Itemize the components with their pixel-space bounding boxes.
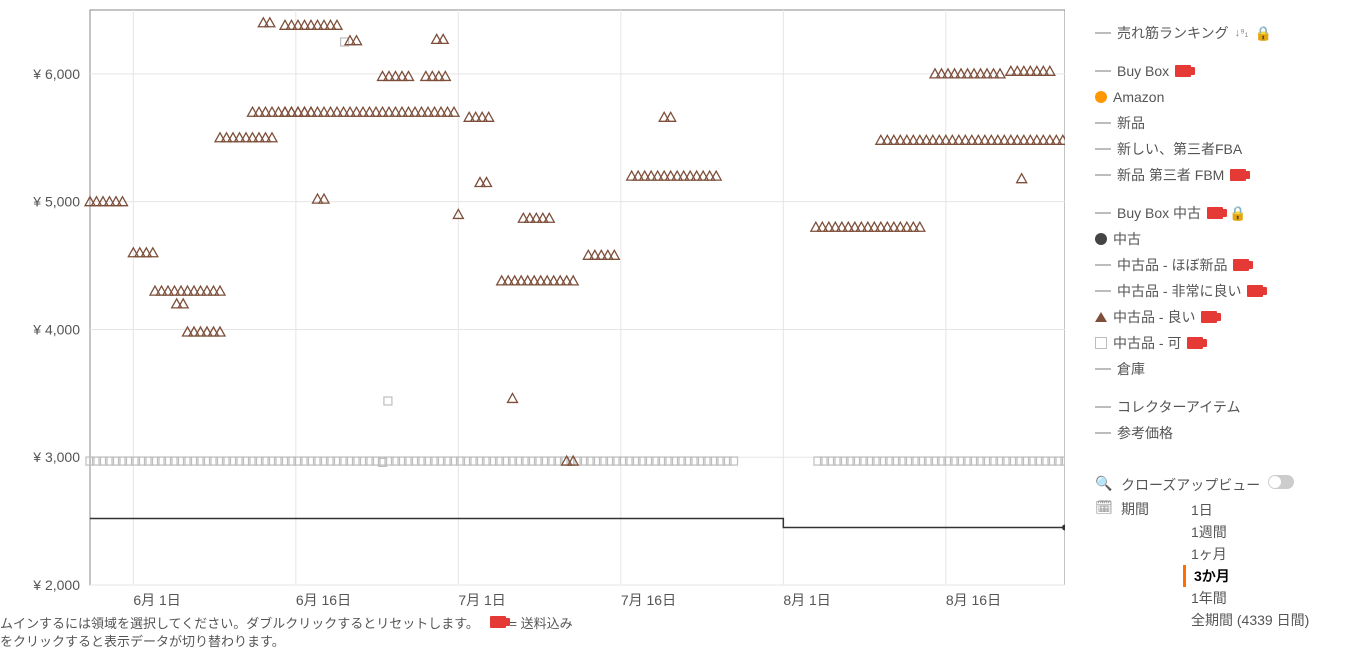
- sort-icon: ↓⁹₁: [1235, 27, 1249, 39]
- legend-item[interactable]: Amazon: [1095, 84, 1345, 110]
- legend-label: 中古品 - ほぼ新品: [1117, 255, 1227, 275]
- legend-label: 倉庫: [1117, 359, 1145, 379]
- legend-label: Buy Box 中古: [1117, 203, 1201, 223]
- legend-item[interactable]: 新品: [1095, 110, 1345, 136]
- legend-swatch: [1095, 91, 1107, 103]
- legend-item[interactable]: 中古品 - 可: [1095, 330, 1345, 356]
- legend-label: 新品 第三者 FBM: [1117, 165, 1224, 185]
- svg-text:6月 1日: 6月 1日: [133, 592, 180, 608]
- legend-swatch: [1095, 368, 1111, 370]
- truck-icon: [1247, 285, 1263, 297]
- closeup-label: クローズアップビュー: [1121, 475, 1260, 495]
- legend-label: 参考価格: [1117, 423, 1173, 443]
- svg-text:6月 16日: 6月 16日: [296, 592, 351, 608]
- svg-text:¥ 6,000: ¥ 6,000: [32, 66, 80, 82]
- legend-item[interactable]: Buy Box 中古 🔒: [1095, 200, 1345, 226]
- legend-swatch: [1095, 432, 1111, 434]
- lock-icon: 🔒: [1229, 205, 1246, 222]
- truck-icon: [1233, 259, 1249, 271]
- legend-label: 売れ筋ランキング: [1117, 23, 1229, 43]
- truck-icon: [1207, 207, 1223, 219]
- legend-swatch: [1095, 212, 1111, 214]
- svg-text:8月 16日: 8月 16日: [946, 592, 1001, 608]
- legend-label: 中古品 - 可: [1113, 333, 1181, 353]
- legend-label: 中古: [1113, 229, 1141, 249]
- legend: 売れ筋ランキング ↓⁹₁ 🔒 Buy Box Amazon 新品新しい、第三者FBA 新品 …: [1095, 20, 1345, 446]
- legend-item[interactable]: 売れ筋ランキング ↓⁹₁ 🔒: [1095, 20, 1345, 46]
- truck-icon: [1230, 169, 1246, 181]
- svg-text:¥ 2,000: ¥ 2,000: [32, 577, 80, 593]
- svg-text:¥ 5,000: ¥ 5,000: [32, 194, 80, 210]
- legend-swatch: [1095, 312, 1107, 322]
- legend-swatch: [1095, 233, 1107, 245]
- truck-icon: [490, 616, 506, 628]
- legend-label: 中古品 - 良い: [1113, 307, 1195, 327]
- svg-text:¥ 3,000: ¥ 3,000: [32, 449, 80, 465]
- legend-item[interactable]: 参考価格: [1095, 420, 1345, 446]
- legend-swatch: [1095, 264, 1111, 266]
- price-chart[interactable]: ¥ 2,000 ¥ 3,000 ¥ 4,000 ¥ 5,000 ¥ 6,000 6月 1日…: [0, 0, 1065, 620]
- legend-swatch: [1095, 290, 1111, 292]
- legend-swatch: [1095, 148, 1111, 150]
- legend-item[interactable]: Buy Box: [1095, 58, 1345, 84]
- help-text: ムインするには領域を選択してください。ダブルクリックするとリセットします。 = …: [0, 615, 573, 651]
- legend-label: コレクターアイテム: [1117, 397, 1240, 417]
- legend-item[interactable]: コレクターアイテム: [1095, 394, 1345, 420]
- svg-text:7月 16日: 7月 16日: [621, 592, 676, 608]
- legend-label: Buy Box: [1117, 63, 1169, 79]
- legend-label: 新しい、第三者FBA: [1117, 139, 1242, 159]
- legend-swatch: [1095, 122, 1111, 124]
- legend-swatch: [1095, 337, 1107, 349]
- legend-item[interactable]: 倉庫: [1095, 356, 1345, 382]
- svg-text:¥ 4,000: ¥ 4,000: [32, 321, 80, 337]
- legend-swatch: [1095, 32, 1111, 34]
- legend-item[interactable]: 中古品 - 良い: [1095, 304, 1345, 330]
- legend-swatch: [1095, 70, 1111, 72]
- legend-item[interactable]: 中古品 - ほぼ新品: [1095, 252, 1345, 278]
- help-line-1b: = 送料込み: [509, 616, 572, 631]
- chart-controls: 🔍 クローズアップビュー 🗓 期間 1日1週間1ヶ月3か月1年間全期間 (433…: [1095, 475, 1345, 635]
- range-option[interactable]: 1週間: [1183, 521, 1317, 543]
- svg-text:8月 1日: 8月 1日: [783, 592, 830, 608]
- legend-label: Amazon: [1113, 89, 1164, 105]
- legend-item[interactable]: 中古: [1095, 226, 1345, 252]
- svg-text:7月 1日: 7月 1日: [458, 592, 505, 608]
- truck-icon: [1175, 65, 1191, 77]
- legend-item[interactable]: 中古品 - 非常に良い: [1095, 278, 1345, 304]
- period-label: 期間: [1121, 499, 1149, 519]
- range-option[interactable]: 1年間: [1183, 587, 1317, 609]
- legend-item[interactable]: 新しい、第三者FBA: [1095, 136, 1345, 162]
- legend-label: 新品: [1117, 113, 1145, 133]
- legend-swatch: [1095, 174, 1111, 176]
- help-line-2: をクリックすると表示データが切り替わります。: [0, 633, 573, 651]
- range-option[interactable]: 全期間 (4339 日間): [1183, 609, 1317, 631]
- calendar-icon: 🗓: [1095, 499, 1113, 516]
- range-option[interactable]: 3か月: [1183, 565, 1317, 587]
- legend-label: 中古品 - 非常に良い: [1117, 281, 1241, 301]
- closeup-toggle[interactable]: [1268, 475, 1294, 489]
- help-line-1a: ムインするには領域を選択してください。ダブルクリックするとリセットします。: [0, 616, 479, 631]
- range-option[interactable]: 1ヶ月: [1183, 543, 1317, 565]
- truck-icon: [1187, 337, 1203, 349]
- legend-swatch: [1095, 406, 1111, 408]
- truck-icon: [1201, 311, 1217, 323]
- closeup-row[interactable]: 🔍 クローズアップビュー: [1095, 475, 1345, 495]
- legend-item[interactable]: 新品 第三者 FBM: [1095, 162, 1345, 188]
- range-option[interactable]: 1日: [1183, 499, 1317, 521]
- lock-icon: 🔒: [1255, 25, 1272, 42]
- search-icon: 🔍: [1095, 475, 1113, 492]
- range-list: 1日1週間1ヶ月3か月1年間全期間 (4339 日間): [1183, 499, 1317, 631]
